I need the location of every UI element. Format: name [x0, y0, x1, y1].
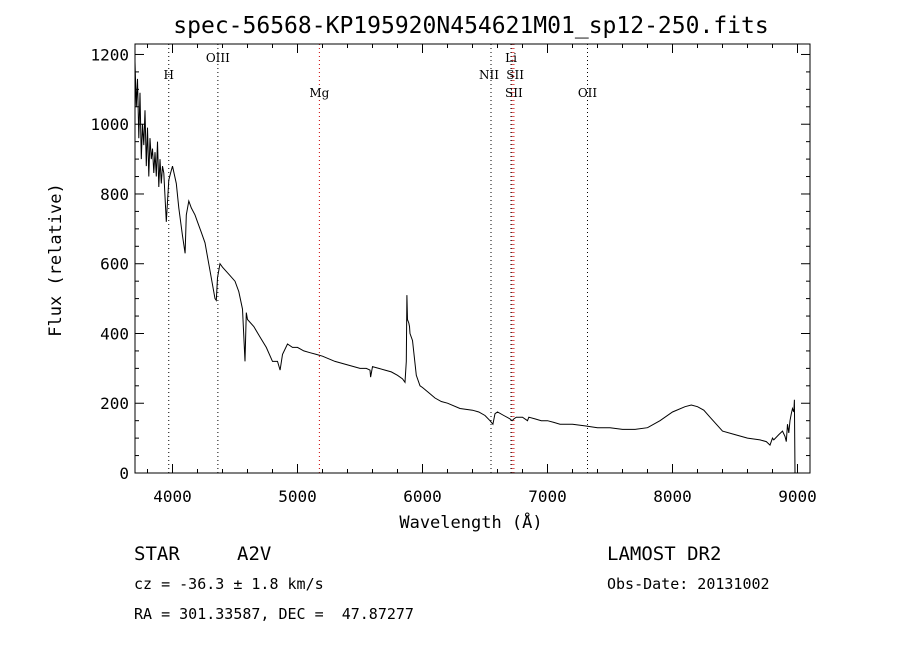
y-tick-label-6: 1200	[90, 45, 129, 64]
y-axis: 0 200 400 600 800 1000 1200	[90, 45, 810, 483]
survey-name: LAMOST DR2	[607, 543, 722, 565]
x-axis-label: Wavelength (Å)	[399, 511, 542, 533]
object-class: STAR	[134, 543, 180, 565]
x-tick-label-1: 5000	[278, 487, 317, 506]
line-label-sii-5: SII	[506, 68, 524, 82]
x-tick-label-0: 4000	[153, 487, 192, 506]
spectrum-series-line	[134, 61, 798, 474]
line-markers: H OIII Mg NII Li SII SII OII	[164, 44, 598, 473]
line-label-li-4: Li	[505, 51, 517, 65]
x-tick-label-2: 6000	[403, 487, 442, 506]
object-subclass: A2V	[237, 543, 272, 565]
plot-frame	[134, 43, 811, 474]
line-label-oii-7: OII	[578, 86, 598, 100]
y-axis-label: Flux (relative)	[46, 183, 66, 337]
y-tick-label-3: 600	[100, 255, 129, 274]
observation-date: Obs-Date: 20131002	[607, 575, 770, 593]
line-label-nii-3: NII	[479, 68, 499, 82]
coordinates-readout: RA = 301.33587, DEC = 47.87277	[134, 605, 414, 623]
y-tick-label-5: 1000	[90, 115, 129, 134]
y-tick-label-2: 400	[100, 324, 129, 343]
x-tick-label-3: 7000	[528, 487, 567, 506]
velocity-readout: cz = -36.3 ± 1.8 km/s	[134, 575, 324, 593]
y-tick-label-0: 0	[119, 464, 129, 483]
line-label-sii-6: SII	[505, 86, 523, 100]
line-label-h-0: H	[164, 68, 174, 82]
x-axis: 4000 5000 6000 7000 8000 9000	[147, 44, 817, 506]
line-label-oiii-1: OIII	[206, 51, 230, 65]
line-label-mg-2: Mg	[309, 86, 329, 100]
chart-title: spec-56568-KP195920N454621M01_sp12-250.f…	[173, 13, 768, 39]
x-tick-label-5: 9000	[778, 487, 817, 506]
y-tick-label-1: 200	[100, 394, 129, 413]
x-tick-label-4: 8000	[653, 487, 692, 506]
y-tick-label-4: 800	[100, 185, 129, 204]
